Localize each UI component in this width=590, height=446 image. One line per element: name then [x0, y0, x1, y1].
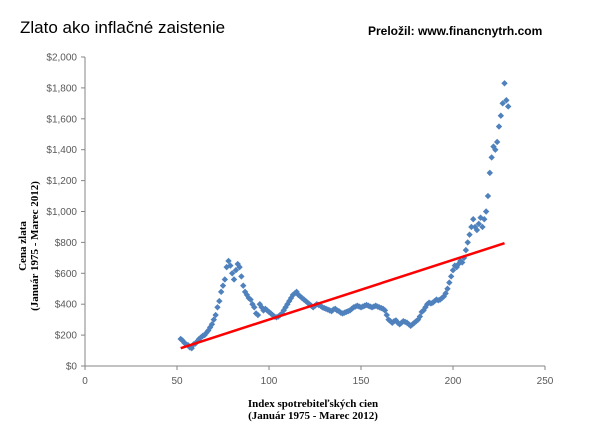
data-point	[217, 288, 225, 296]
x-tick-label: 0	[82, 376, 88, 387]
data-point	[227, 262, 234, 269]
data-point	[468, 223, 475, 231]
y-tick-label: $0	[66, 362, 78, 373]
x-axis-label-line-1: Index spotrebiteľských cien	[248, 398, 378, 410]
y-axis-label-line-2: (Január 1975 - Marec 2012)	[29, 181, 41, 311]
data-points	[177, 80, 512, 352]
y-tick-label: $800	[55, 238, 78, 249]
data-point	[449, 267, 457, 274]
y-tick-label: $1,200	[46, 176, 77, 187]
data-point	[444, 285, 451, 292]
data-point	[416, 313, 424, 320]
data-point	[475, 220, 482, 228]
trend-line	[180, 241, 505, 350]
x-tick-label: 200	[445, 376, 462, 387]
data-point	[210, 316, 217, 323]
plot-axes	[84, 57, 545, 367]
data-point	[488, 154, 495, 161]
data-point	[479, 223, 486, 231]
data-point	[381, 307, 389, 314]
data-point	[203, 329, 210, 336]
data-point	[459, 259, 466, 266]
data-point	[229, 270, 236, 277]
data-point	[225, 257, 232, 265]
y-axis-label: Cena zlata (Január 1975 - Marec 2012)	[17, 181, 41, 311]
data-point	[216, 297, 223, 305]
data-point	[188, 345, 195, 352]
data-point	[484, 192, 492, 200]
data-point	[240, 282, 247, 289]
data-point	[499, 100, 506, 107]
y-tick-label: $2,000	[46, 53, 77, 64]
data-point	[212, 311, 219, 319]
data-point	[254, 311, 262, 319]
chart-title: Zlato ako inflačné zaistenie	[20, 18, 225, 37]
y-tick-label: $200	[55, 331, 78, 342]
data-point	[232, 267, 240, 274]
y-tick-label: $1,400	[46, 145, 77, 156]
y-tick-label: $400	[55, 300, 78, 311]
data-point	[208, 321, 216, 328]
x-tick-label: 150	[353, 376, 370, 387]
data-point	[470, 216, 477, 223]
data-point	[503, 97, 510, 104]
x-tick-label: 100	[261, 376, 278, 387]
data-point	[473, 226, 481, 234]
y-tick-label: $1,000	[46, 207, 77, 218]
data-point	[493, 138, 501, 146]
data-point	[501, 80, 508, 87]
data-point	[230, 276, 238, 283]
data-point	[486, 169, 493, 177]
data-point	[234, 260, 241, 268]
data-point	[214, 304, 221, 311]
data-point	[447, 273, 455, 280]
x-axis-ticks: 0 50 100 150 200 250	[82, 366, 554, 387]
x-tick-label: 50	[171, 376, 183, 387]
y-tick-label: $1,600	[46, 114, 77, 125]
data-point	[221, 276, 229, 283]
data-point	[442, 290, 449, 297]
data-point	[481, 216, 488, 223]
data-point	[383, 311, 390, 319]
data-point	[238, 273, 245, 280]
data-point	[495, 123, 503, 130]
data-point	[492, 146, 499, 153]
data-point	[446, 279, 453, 286]
data-point	[466, 231, 473, 238]
data-point	[247, 296, 254, 303]
y-tick-label: $600	[55, 269, 78, 280]
y-tick-label: $1,800	[46, 83, 77, 94]
data-point	[464, 239, 471, 246]
data-point	[497, 112, 505, 119]
data-point	[505, 103, 512, 110]
y-axis-label-line-1: Cena zlata	[17, 221, 29, 271]
data-point	[482, 208, 490, 215]
data-point	[251, 304, 258, 311]
data-point	[219, 282, 227, 289]
data-point	[462, 246, 470, 254]
y-axis-ticks: $0 $200 $400 $600 $800 $1,000 $1,200 $1,400 $1,6…	[46, 53, 85, 373]
data-point	[236, 263, 243, 271]
x-axis-label-line-2: (Január 1975 - Marec 2012)	[248, 410, 378, 422]
chart-credit: Preložil: www.financnytrh.com	[368, 24, 542, 38]
x-tick-label: 250	[537, 376, 554, 387]
